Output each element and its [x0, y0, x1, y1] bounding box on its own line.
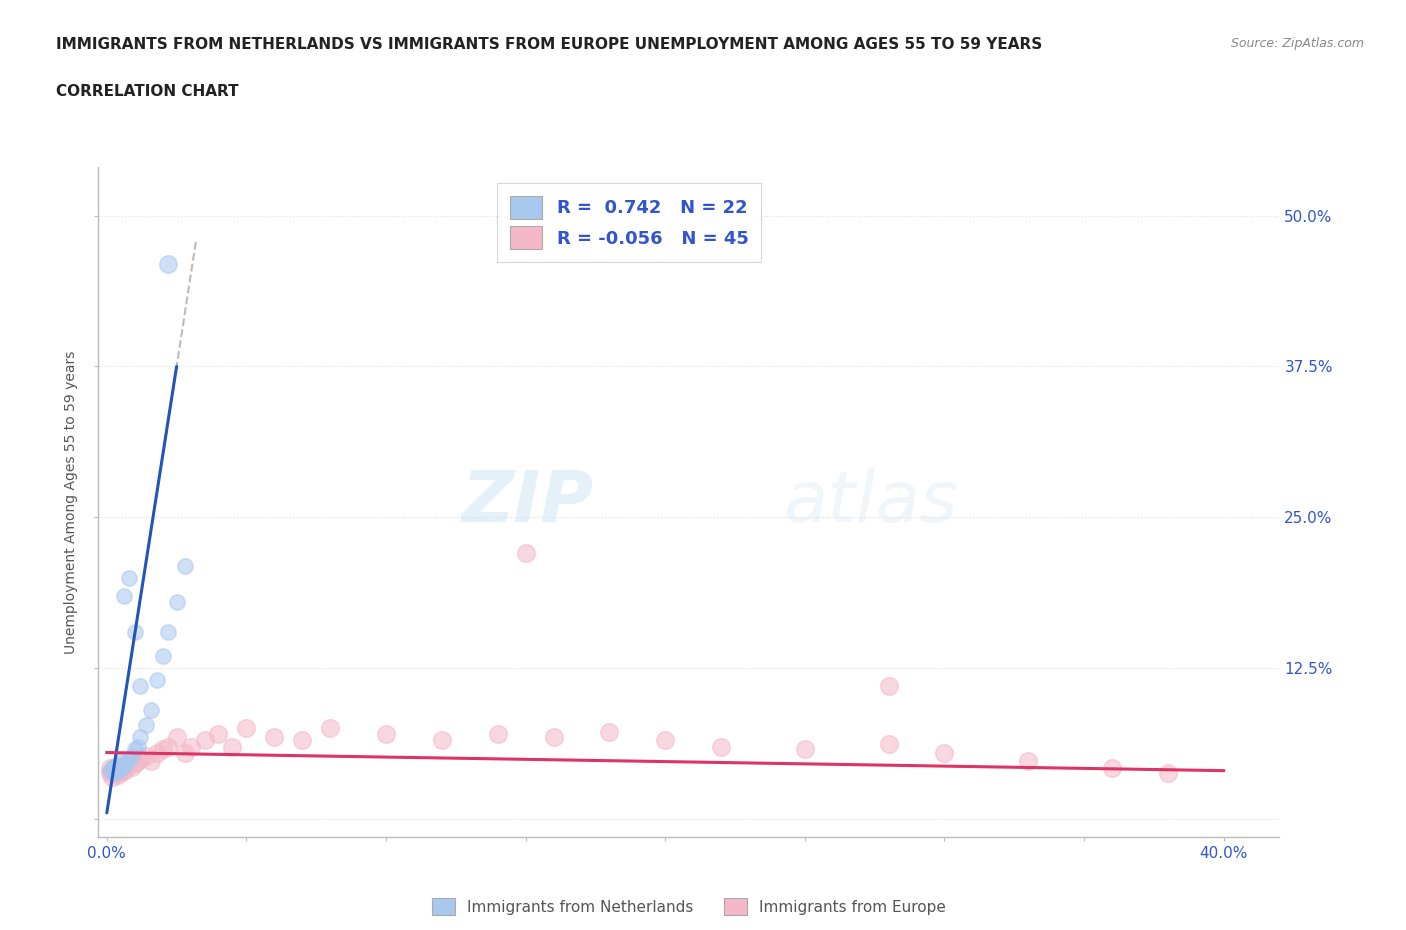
Point	[124, 756, 146, 771]
Point	[174, 558, 197, 573]
Point	[112, 764, 135, 778]
Point	[124, 741, 146, 756]
Point	[112, 589, 135, 604]
Point	[118, 757, 141, 772]
Point	[1017, 753, 1039, 768]
Text: IMMIGRANTS FROM NETHERLANDS VS IMMIGRANTS FROM EUROPE UNEMPLOYMENT AMONG AGES 55: IMMIGRANTS FROM NETHERLANDS VS IMMIGRANT…	[56, 37, 1042, 52]
Point	[263, 729, 285, 744]
Point	[107, 768, 129, 783]
Point	[207, 727, 229, 742]
Point	[486, 727, 509, 742]
Point	[98, 761, 121, 776]
Point	[129, 679, 152, 694]
Point	[110, 753, 132, 768]
Point	[127, 753, 149, 768]
Point	[146, 745, 169, 760]
Point	[174, 745, 197, 760]
Point	[101, 764, 124, 778]
Point	[146, 672, 169, 687]
Text: atlas: atlas	[783, 468, 957, 537]
Point	[129, 729, 152, 744]
Point	[654, 733, 676, 748]
Point	[101, 761, 124, 776]
Point	[319, 721, 342, 736]
Point	[793, 741, 815, 756]
Point	[121, 749, 143, 764]
Point	[141, 753, 163, 768]
Point	[375, 727, 398, 742]
Point	[107, 757, 129, 772]
Point	[235, 721, 257, 736]
Point	[166, 594, 188, 609]
Point	[157, 624, 180, 639]
Point	[430, 733, 453, 748]
Point	[1157, 765, 1180, 780]
Point	[115, 756, 138, 771]
Point	[152, 741, 174, 756]
Text: Source: ZipAtlas.com: Source: ZipAtlas.com	[1230, 37, 1364, 50]
Point	[877, 679, 900, 694]
Point	[104, 760, 127, 775]
Y-axis label: Unemployment Among Ages 55 to 59 years: Unemployment Among Ages 55 to 59 years	[65, 351, 79, 654]
Point	[98, 765, 121, 780]
Point	[98, 764, 121, 778]
Point	[877, 737, 900, 751]
Point	[110, 764, 132, 779]
Point	[115, 761, 138, 776]
Point	[110, 761, 132, 776]
Point	[934, 745, 956, 760]
Point	[543, 729, 565, 744]
Point	[107, 762, 129, 777]
Point	[157, 257, 180, 272]
Point	[104, 765, 127, 780]
Point	[104, 760, 127, 775]
Point	[127, 739, 149, 754]
Point	[129, 751, 152, 766]
Point	[166, 729, 188, 744]
Point	[118, 570, 141, 585]
Point	[157, 739, 180, 754]
Point	[107, 764, 129, 778]
Point	[110, 758, 132, 773]
Point	[118, 751, 141, 766]
Point	[135, 717, 157, 732]
Legend: Immigrants from Netherlands, Immigrants from Europe: Immigrants from Netherlands, Immigrants …	[426, 892, 952, 922]
Point	[598, 724, 620, 739]
Point	[193, 733, 215, 748]
Text: ZIP: ZIP	[463, 468, 595, 537]
Point	[112, 758, 135, 773]
Point	[124, 624, 146, 639]
Point	[180, 739, 202, 754]
Point	[1101, 761, 1123, 776]
Point	[104, 765, 127, 780]
Point	[221, 739, 243, 754]
Point	[291, 733, 314, 748]
Point	[135, 749, 157, 764]
Point	[121, 760, 143, 775]
Point	[515, 546, 537, 561]
Point	[152, 648, 174, 663]
Point	[101, 769, 124, 784]
Text: CORRELATION CHART: CORRELATION CHART	[56, 84, 239, 99]
Point	[141, 703, 163, 718]
Point	[710, 739, 733, 754]
